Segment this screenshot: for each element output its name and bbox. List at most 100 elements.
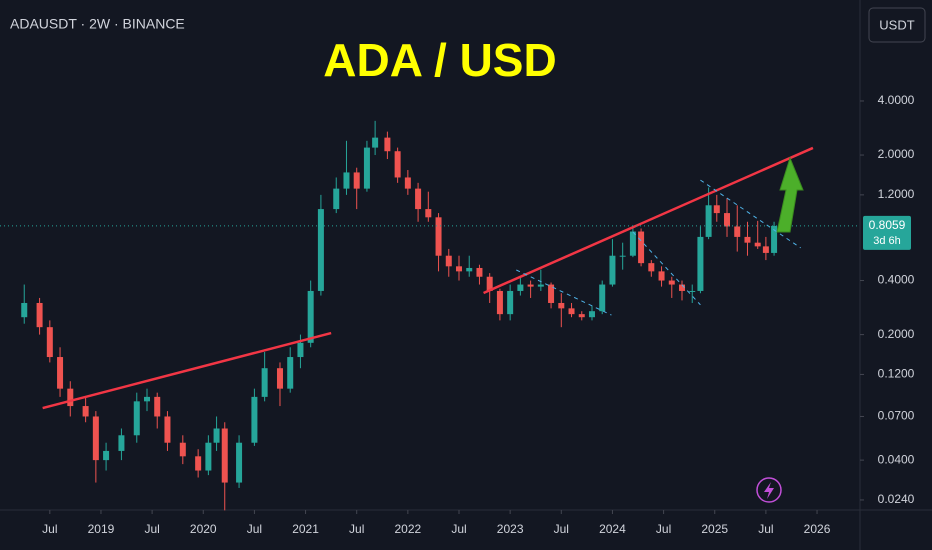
candle-body	[205, 442, 212, 471]
x-tick-label: Jul	[247, 522, 262, 536]
candle-body	[517, 284, 524, 291]
y-tick-label: 0.0400	[878, 452, 915, 466]
candle-body	[287, 357, 294, 389]
last-price-box	[863, 215, 911, 250]
x-tick-label: Jul	[758, 522, 773, 536]
candle-body	[236, 442, 243, 483]
candle-body	[276, 368, 283, 389]
trendline	[42, 331, 332, 410]
candle-body	[251, 396, 258, 443]
candle-body	[754, 242, 761, 247]
candle-body	[103, 450, 110, 461]
candle-body	[744, 236, 751, 243]
candle-body	[82, 406, 89, 417]
candle-body	[762, 246, 769, 253]
y-tick-label: 4.0000	[878, 93, 915, 107]
x-tick-label: 2022	[395, 522, 422, 536]
candle-body	[317, 209, 324, 291]
x-tick-label: Jul	[144, 522, 159, 536]
candle-body	[46, 327, 53, 358]
x-tick-label: Jul	[656, 522, 671, 536]
candle-body	[466, 267, 473, 272]
candle-body	[57, 357, 64, 389]
candle-body	[133, 401, 140, 436]
candle-body	[307, 290, 314, 343]
x-tick-label: 2026	[804, 522, 831, 536]
candle-body	[476, 267, 483, 277]
candle-body	[92, 416, 99, 461]
x-tick-label: 2023	[497, 522, 524, 536]
candle-body	[297, 342, 304, 358]
candle-body	[558, 302, 565, 309]
candle-body	[568, 308, 575, 315]
candle-body	[588, 311, 595, 318]
candle-body	[67, 388, 74, 407]
candle-body	[638, 231, 645, 264]
candle-body	[527, 284, 534, 287]
y-tick-label: 0.4000	[878, 273, 915, 287]
x-tick-label: 2021	[292, 522, 319, 536]
candle-body	[629, 231, 636, 256]
x-tick-label: 2025	[701, 522, 728, 536]
candle-body	[734, 226, 741, 237]
candle-body	[404, 177, 411, 189]
currency-button-label[interactable]: USDT	[879, 17, 914, 32]
candle-body	[425, 209, 432, 218]
x-tick-label: 2024	[599, 522, 626, 536]
candle-body	[179, 442, 186, 457]
symbol-header: ADAUSDT · 2W · BINANCE	[10, 16, 185, 32]
candle-body	[705, 205, 712, 237]
candle-body	[363, 147, 370, 189]
trendline	[632, 231, 701, 306]
candle-body	[415, 188, 422, 210]
candle-body	[668, 280, 675, 285]
candle-body	[143, 396, 150, 402]
candle-body	[118, 435, 125, 451]
candle-body	[496, 290, 503, 315]
x-tick-label: Jul	[349, 522, 364, 536]
candle-body	[456, 266, 463, 272]
candle-body	[164, 416, 171, 443]
candle-body	[384, 137, 391, 152]
candle-body	[578, 314, 585, 318]
candle-body	[689, 290, 696, 292]
y-tick-label: 2.0000	[878, 147, 915, 161]
candle-body	[36, 302, 43, 328]
candle-body	[221, 428, 228, 483]
icon	[764, 482, 774, 499]
candle-body	[771, 225, 778, 253]
candle-body	[599, 284, 606, 312]
candle-body	[213, 428, 220, 443]
x-tick-label: Jul	[451, 522, 466, 536]
candle-body	[724, 213, 731, 227]
candle-body	[154, 396, 161, 417]
last-price-label: 0.8059	[869, 218, 906, 232]
candle-body	[353, 172, 360, 189]
candle-body	[445, 255, 452, 267]
candle-body	[486, 276, 493, 291]
y-tick-label: 0.2000	[878, 327, 915, 341]
candle-body	[435, 217, 442, 256]
candle-body	[394, 151, 401, 178]
candle-body	[609, 255, 616, 285]
y-tick-label: 0.1200	[878, 367, 915, 381]
candle-body	[679, 284, 686, 291]
candle-body	[713, 205, 720, 214]
candle-body	[658, 271, 665, 281]
x-tick-label: Jul	[42, 522, 57, 536]
currency-button[interactable]	[868, 7, 926, 43]
y-tick-label: 0.0700	[878, 409, 915, 423]
candle-body	[697, 236, 704, 291]
x-tick-label: 2019	[88, 522, 115, 536]
trendline	[516, 269, 612, 316]
icon	[756, 477, 782, 503]
candle-body	[195, 456, 202, 471]
countdown-label: 3d 6h	[873, 235, 901, 247]
y-tick-label: 0.0240	[878, 492, 915, 506]
candle-body	[21, 302, 28, 318]
candle-body	[333, 188, 340, 210]
trendline	[483, 146, 814, 295]
chart-title: ADA / USD	[323, 34, 556, 86]
